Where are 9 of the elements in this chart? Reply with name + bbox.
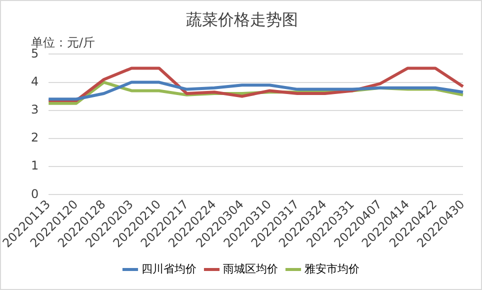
y-tick-label: 4 [30,74,39,88]
y-tick-label: 0 [30,186,39,201]
legend-label: 四川省均价 [141,262,196,276]
y-tick-label: 1 [30,158,39,173]
y-tick-label: 2 [30,130,39,145]
chart-title: 蔬菜价格走势图 [186,10,298,29]
legend-label: 雨城区均价 [222,262,278,276]
legend-label: 雅安市均价 [304,262,360,276]
y-tick-label: 3 [30,102,39,116]
